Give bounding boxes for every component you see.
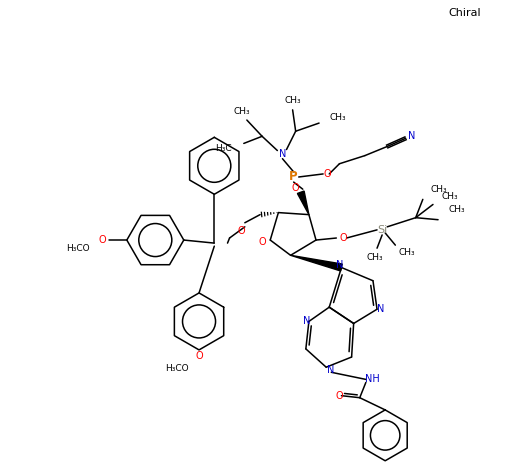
Text: Si: Si	[377, 225, 387, 235]
Polygon shape	[297, 191, 309, 215]
Text: O: O	[258, 237, 266, 247]
Text: N: N	[279, 148, 286, 159]
Text: H₃CO: H₃CO	[67, 244, 90, 253]
Text: N: N	[377, 304, 385, 314]
Text: CH₃: CH₃	[441, 192, 458, 201]
Text: P: P	[289, 171, 298, 183]
Text: O: O	[292, 183, 300, 193]
Text: NH: NH	[365, 374, 379, 384]
Text: CH₃: CH₃	[233, 108, 250, 117]
Text: N: N	[408, 131, 415, 141]
Text: CH₃: CH₃	[329, 113, 346, 122]
Text: Chiral: Chiral	[448, 8, 481, 18]
Text: O: O	[195, 351, 203, 361]
Text: O: O	[238, 226, 246, 236]
Text: O: O	[324, 169, 331, 179]
Text: O: O	[339, 233, 347, 243]
Text: O: O	[99, 235, 106, 245]
Text: O: O	[335, 391, 343, 401]
Text: H₃CO: H₃CO	[165, 364, 189, 373]
Text: N: N	[336, 261, 343, 271]
Text: H₃C: H₃C	[215, 144, 231, 153]
Text: CH₃: CH₃	[448, 205, 465, 214]
Text: CH₃: CH₃	[284, 96, 301, 105]
Polygon shape	[291, 255, 342, 271]
Text: CH₃: CH₃	[398, 248, 415, 257]
Text: N: N	[327, 365, 334, 375]
Text: N: N	[303, 317, 311, 327]
Text: CH₃: CH₃	[431, 185, 447, 194]
Text: CH₃: CH₃	[367, 253, 383, 262]
